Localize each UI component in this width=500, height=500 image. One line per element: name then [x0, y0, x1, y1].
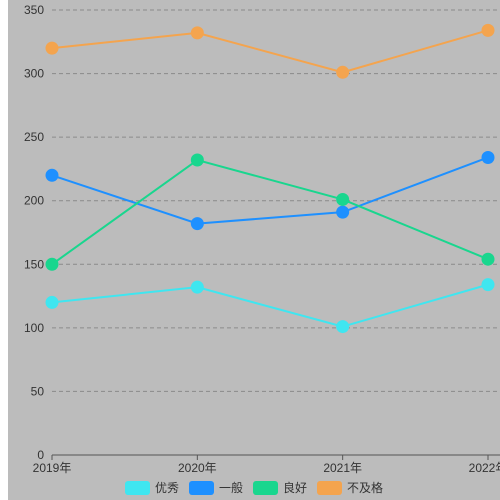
series-line: [51, 29, 489, 74]
data-point[interactable]: [336, 65, 350, 79]
plot-background: [8, 0, 500, 500]
legend-label: 优秀: [155, 481, 179, 495]
legend-swatch: [189, 481, 214, 495]
data-point[interactable]: [190, 217, 204, 231]
data-point[interactable]: [190, 26, 204, 40]
data-point[interactable]: [336, 192, 350, 206]
series-line: [51, 156, 489, 225]
x-tick-label: 2020年: [178, 461, 217, 475]
series-良好: [45, 153, 495, 271]
legend-label: 不及格: [347, 480, 383, 495]
data-point[interactable]: [481, 278, 495, 292]
data-point[interactable]: [481, 150, 495, 164]
legend-item[interactable]: 优秀: [125, 481, 179, 495]
data-point[interactable]: [45, 41, 59, 55]
data-point[interactable]: [45, 295, 59, 309]
series-line: [51, 158, 489, 266]
series-不及格: [45, 23, 495, 79]
y-tick-label: 150: [24, 257, 44, 271]
data-point[interactable]: [481, 23, 495, 37]
series-line: [51, 283, 489, 328]
series-lines: [45, 23, 495, 334]
y-tick-label: 0: [37, 448, 44, 462]
y-tick-label: 100: [24, 321, 44, 335]
legend-swatch: [317, 481, 342, 495]
y-tick-label: 300: [24, 67, 44, 81]
data-point[interactable]: [45, 168, 59, 182]
legend: 优秀 一般 良好 不及格: [125, 480, 383, 495]
legend-item[interactable]: 良好: [253, 480, 307, 495]
legend-item[interactable]: 不及格: [317, 480, 383, 495]
series-一般: [45, 150, 495, 231]
y-tick-label: 250: [24, 130, 44, 144]
axes: 0 50 100 150 200 250 300 350 2019年 2020年 2021年 2022…: [24, 3, 500, 475]
data-point[interactable]: [336, 205, 350, 219]
x-tick-label: 2019年: [33, 461, 72, 475]
x-tick-label: 2021年: [323, 461, 362, 475]
y-tick-label: 350: [24, 3, 44, 17]
data-point[interactable]: [336, 320, 350, 334]
legend-swatch: [125, 481, 150, 495]
legend-swatch: [253, 481, 278, 495]
legend-label: 一般: [219, 480, 243, 495]
y-tick-label: 50: [31, 384, 45, 398]
series-优秀: [45, 278, 495, 334]
x-tick-label: 2022年: [469, 461, 500, 475]
data-point[interactable]: [481, 252, 495, 266]
y-tick-label: 200: [24, 194, 44, 208]
legend-item[interactable]: 一般: [189, 480, 243, 495]
data-point[interactable]: [190, 280, 204, 294]
grid-lines: [52, 9, 500, 392]
data-point[interactable]: [45, 257, 59, 271]
data-point[interactable]: [190, 153, 204, 167]
legend-label: 良好: [283, 480, 307, 495]
